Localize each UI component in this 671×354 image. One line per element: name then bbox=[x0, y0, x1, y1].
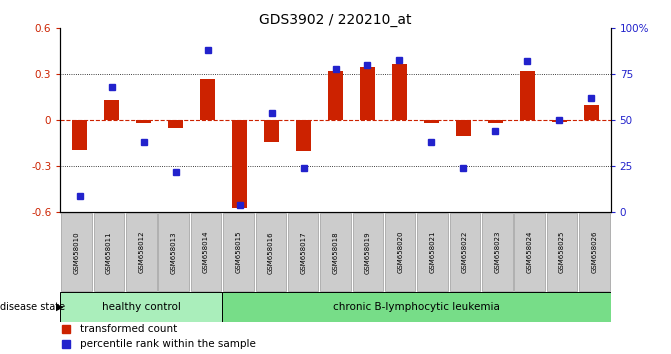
Text: GSM658014: GSM658014 bbox=[203, 231, 209, 274]
Text: GSM658019: GSM658019 bbox=[365, 231, 371, 274]
Bar bbox=[584, 105, 599, 120]
Bar bbox=[482, 213, 513, 291]
Text: transformed count: transformed count bbox=[80, 324, 177, 334]
Bar bbox=[94, 213, 124, 291]
Bar bbox=[168, 120, 183, 128]
Bar bbox=[232, 120, 247, 208]
Bar bbox=[417, 213, 448, 291]
Bar bbox=[328, 71, 343, 120]
Text: chronic B-lymphocytic leukemia: chronic B-lymphocytic leukemia bbox=[333, 302, 500, 312]
Text: GSM658015: GSM658015 bbox=[236, 231, 242, 274]
Text: GSM658017: GSM658017 bbox=[300, 231, 306, 274]
Bar bbox=[450, 213, 480, 291]
Bar bbox=[136, 120, 151, 124]
Bar bbox=[288, 213, 318, 291]
Bar bbox=[60, 292, 222, 322]
Title: GDS3902 / 220210_at: GDS3902 / 220210_at bbox=[259, 13, 412, 27]
Bar bbox=[360, 67, 374, 120]
Bar bbox=[579, 213, 610, 291]
Bar bbox=[547, 213, 577, 291]
Bar bbox=[222, 292, 611, 322]
Text: healthy control: healthy control bbox=[102, 302, 180, 312]
Bar bbox=[353, 213, 383, 291]
Text: GSM658012: GSM658012 bbox=[138, 231, 144, 274]
Text: ▶: ▶ bbox=[56, 302, 63, 312]
Bar bbox=[72, 120, 87, 149]
Bar bbox=[126, 213, 156, 291]
Bar bbox=[201, 79, 215, 120]
Text: GSM658016: GSM658016 bbox=[268, 231, 274, 274]
Bar bbox=[552, 120, 566, 122]
Bar bbox=[158, 213, 189, 291]
Bar bbox=[456, 120, 470, 136]
Text: GSM658010: GSM658010 bbox=[74, 231, 80, 274]
Bar bbox=[488, 120, 503, 124]
Bar bbox=[223, 213, 254, 291]
Bar bbox=[297, 120, 311, 151]
Text: GSM658022: GSM658022 bbox=[462, 231, 468, 273]
Bar bbox=[61, 213, 92, 291]
Text: GSM658018: GSM658018 bbox=[333, 231, 338, 274]
Bar bbox=[256, 213, 286, 291]
Text: percentile rank within the sample: percentile rank within the sample bbox=[80, 339, 256, 349]
Bar bbox=[105, 101, 119, 120]
Text: GSM658023: GSM658023 bbox=[495, 231, 501, 274]
Text: disease state: disease state bbox=[0, 302, 65, 312]
Text: GSM658021: GSM658021 bbox=[429, 231, 435, 274]
Text: GSM658013: GSM658013 bbox=[170, 231, 176, 274]
Bar bbox=[264, 120, 278, 142]
Bar bbox=[520, 71, 535, 120]
Bar bbox=[424, 120, 439, 124]
Bar bbox=[191, 213, 221, 291]
Bar bbox=[393, 64, 407, 120]
Bar bbox=[320, 213, 351, 291]
Text: GSM658011: GSM658011 bbox=[106, 231, 112, 274]
Bar bbox=[385, 213, 415, 291]
Bar bbox=[515, 213, 545, 291]
Text: GSM658025: GSM658025 bbox=[559, 231, 565, 273]
Text: GSM658024: GSM658024 bbox=[527, 231, 533, 273]
Text: GSM658026: GSM658026 bbox=[591, 231, 597, 274]
Text: GSM658020: GSM658020 bbox=[397, 231, 403, 274]
